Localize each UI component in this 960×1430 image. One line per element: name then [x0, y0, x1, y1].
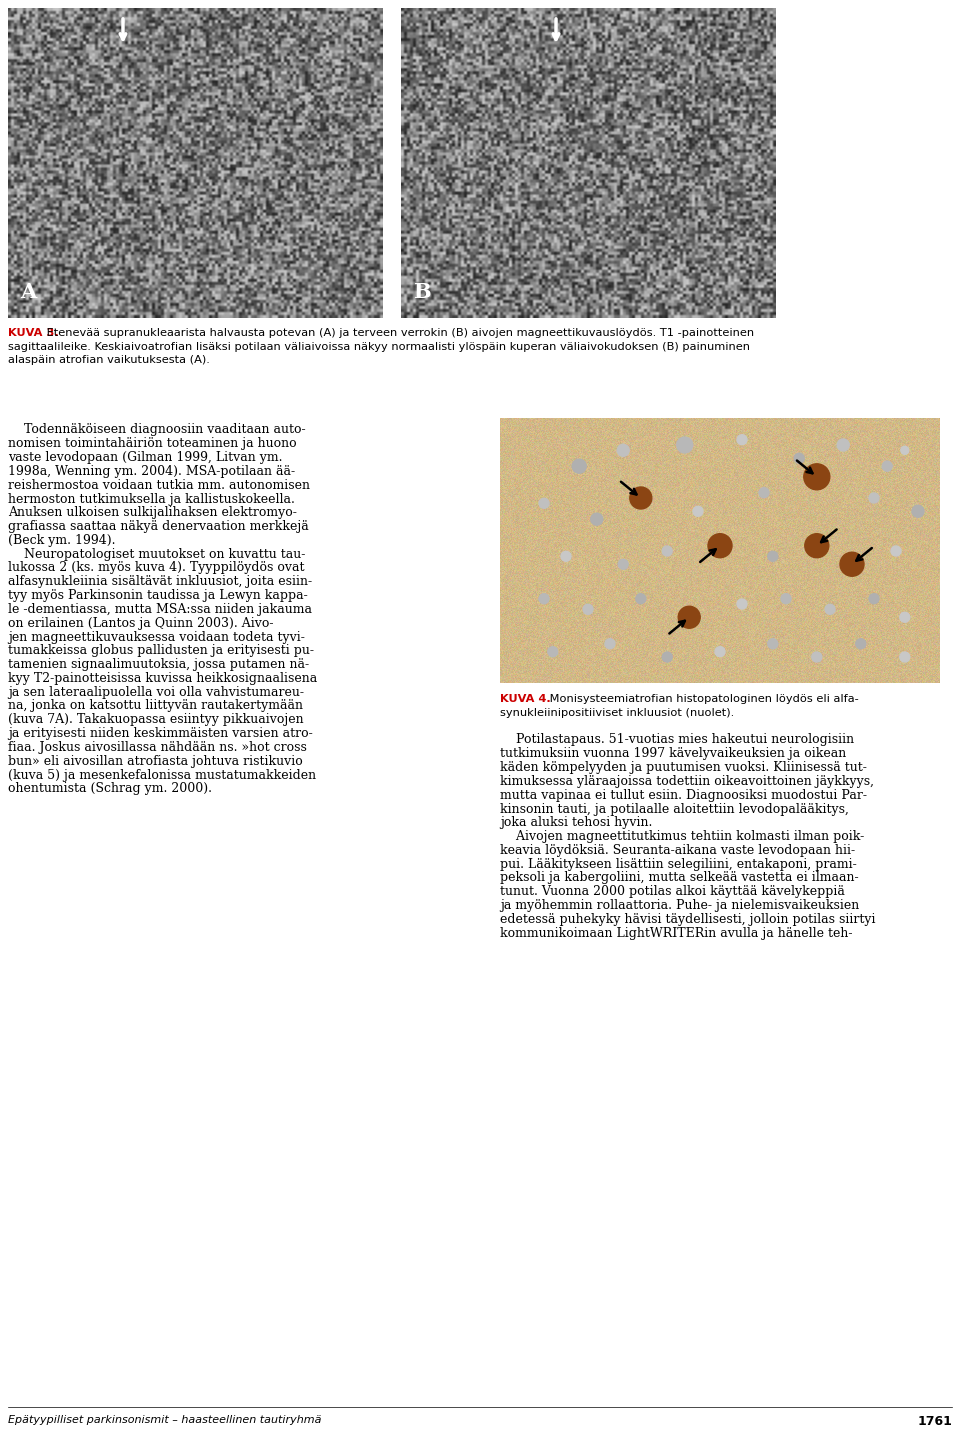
- Text: Potilastapaus. 51-vuotias mies hakeutui neurologisiin: Potilastapaus. 51-vuotias mies hakeutui …: [500, 734, 854, 746]
- Circle shape: [605, 639, 615, 649]
- Text: mutta vapinaa ei tullut esiin. Diagnoosiksi muodostui Par-: mutta vapinaa ei tullut esiin. Diagnoosi…: [500, 789, 867, 802]
- Circle shape: [590, 513, 603, 525]
- Circle shape: [882, 462, 892, 472]
- Text: edetessä puhekyky hävisi täydellisesti, jolloin potilas siirtyi: edetessä puhekyky hävisi täydellisesti, …: [500, 912, 876, 925]
- Circle shape: [539, 593, 549, 603]
- Text: Todennäköiseen diagnoosiin vaaditaan auto-: Todennäköiseen diagnoosiin vaaditaan aut…: [8, 423, 305, 436]
- Text: kyy T2-painotteisissa kuvissa heikkosignaalisena: kyy T2-painotteisissa kuvissa heikkosign…: [8, 672, 317, 685]
- Text: (kuva 7A). Takakuopassa esiintyy pikkuaivojen: (kuva 7A). Takakuopassa esiintyy pikkuai…: [8, 714, 303, 726]
- Text: 1761: 1761: [917, 1416, 952, 1429]
- Text: ja myöhemmin rollaattoria. Puhe- ja nielemisvaikeuksien: ja myöhemmin rollaattoria. Puhe- ja niel…: [500, 899, 859, 912]
- Text: peksoli ja kabergoliini, mutta selkeää vastetta ei ilmaan-: peksoli ja kabergoliini, mutta selkeää v…: [500, 871, 858, 885]
- Circle shape: [617, 445, 629, 456]
- Text: nomisen toimintahäiriön toteaminen ja huono: nomisen toimintahäiriön toteaminen ja hu…: [8, 438, 297, 450]
- Circle shape: [837, 439, 850, 450]
- Circle shape: [804, 463, 829, 490]
- Text: alaspäin atrofian vaikutuksesta (A).: alaspäin atrofian vaikutuksesta (A).: [8, 355, 210, 365]
- Circle shape: [693, 506, 703, 516]
- Circle shape: [677, 438, 693, 453]
- Circle shape: [768, 552, 778, 562]
- Circle shape: [572, 459, 587, 473]
- Text: B: B: [413, 282, 431, 302]
- Text: (kuva 5) ja mesenkefalonissa mustatumakkeiden: (kuva 5) ja mesenkefalonissa mustatumakk…: [8, 768, 316, 782]
- Circle shape: [539, 498, 549, 508]
- Circle shape: [583, 605, 593, 615]
- Text: ja erityisesti niiden keskimmäisten varsien atro-: ja erityisesti niiden keskimmäisten vars…: [8, 726, 313, 741]
- Text: reishermostoa voidaan tutkia mm. autonomisen: reishermostoa voidaan tutkia mm. autonom…: [8, 479, 310, 492]
- Circle shape: [548, 646, 558, 656]
- Circle shape: [812, 652, 822, 662]
- Text: (Beck ym. 1994).: (Beck ym. 1994).: [8, 533, 115, 546]
- Text: alfasynukleiinia sisältävät inkluusiot, joita esiin-: alfasynukleiinia sisältävät inkluusiot, …: [8, 575, 312, 588]
- Text: lukossa 2 (ks. myös kuva 4). Tyyppilöydös ovat: lukossa 2 (ks. myös kuva 4). Tyyppilöydö…: [8, 562, 304, 575]
- Circle shape: [855, 639, 866, 649]
- Text: keavia löydöksiä. Seuranta-aikana vaste levodopaan hii-: keavia löydöksiä. Seuranta-aikana vaste …: [500, 844, 855, 857]
- Text: tunut. Vuonna 2000 potilas alkoi käyttää kävelykeppiä: tunut. Vuonna 2000 potilas alkoi käyttää…: [500, 885, 845, 898]
- Circle shape: [912, 505, 924, 518]
- Text: jen magneettikuvauksessa voidaan todeta tyvi-: jen magneettikuvauksessa voidaan todeta …: [8, 631, 305, 644]
- Text: Epätyypilliset parkinsonismit – haasteellinen tautiryhmä: Epätyypilliset parkinsonismit – haasteel…: [8, 1416, 322, 1426]
- Text: on erilainen (Lantos ja Quinn 2003). Aivo-: on erilainen (Lantos ja Quinn 2003). Aiv…: [8, 616, 274, 629]
- Circle shape: [715, 646, 725, 656]
- Circle shape: [561, 552, 571, 562]
- Text: bun» eli aivosillan atrofiasta johtuva ristikuvio: bun» eli aivosillan atrofiasta johtuva r…: [8, 755, 302, 768]
- Circle shape: [900, 446, 909, 455]
- Circle shape: [794, 453, 804, 463]
- Circle shape: [618, 559, 628, 569]
- Circle shape: [804, 533, 828, 558]
- Circle shape: [891, 546, 901, 556]
- Text: Aivojen magneettitutkimus tehtiin kolmasti ilman poik-: Aivojen magneettitutkimus tehtiin kolmas…: [500, 829, 864, 844]
- Text: käden kömpelyyden ja puutumisen vuoksi. Kliinisessä tut-: käden kömpelyyden ja puutumisen vuoksi. …: [500, 761, 867, 774]
- Text: Etenevää supranukleaarista halvausta potevan (A) ja terveen verrokin (B) aivojen: Etenevää supranukleaarista halvausta pot…: [43, 327, 755, 337]
- Text: kimuksessa yläraajoissa todettiin oikeavoittoinen jäykkyys,: kimuksessa yläraajoissa todettiin oikeav…: [500, 775, 874, 788]
- Text: joka aluksi tehosi hyvin.: joka aluksi tehosi hyvin.: [500, 817, 653, 829]
- Text: tumakkeissa globus pallidusten ja erityisesti pu-: tumakkeissa globus pallidusten ja erityi…: [8, 645, 314, 658]
- Circle shape: [840, 552, 864, 576]
- Text: kommunikoimaan LightWRITERin avulla ja hänelle teh-: kommunikoimaan LightWRITERin avulla ja h…: [500, 927, 852, 940]
- Circle shape: [825, 605, 835, 615]
- Text: Neuropatologiset muutokset on kuvattu tau-: Neuropatologiset muutokset on kuvattu ta…: [8, 548, 305, 561]
- Circle shape: [900, 612, 910, 622]
- Text: kinsonin tauti, ja potilaalle aloitettiin levodopalääkitys,: kinsonin tauti, ja potilaalle aloitettii…: [500, 802, 849, 815]
- Text: KUVA 3.: KUVA 3.: [8, 327, 59, 337]
- Circle shape: [869, 493, 879, 503]
- Text: grafiassa saattaa näkyä denervaation merkkejä: grafiassa saattaa näkyä denervaation mer…: [8, 521, 309, 533]
- Text: ja sen lateraalipuolella voi olla vahvistumareu-: ja sen lateraalipuolella voi olla vahvis…: [8, 686, 304, 699]
- Circle shape: [662, 652, 672, 662]
- Circle shape: [737, 599, 747, 609]
- Text: le -dementiassa, mutta MSA:ssa niiden jakauma: le -dementiassa, mutta MSA:ssa niiden ja…: [8, 603, 312, 616]
- Text: A: A: [20, 282, 36, 302]
- Text: tamenien signaalimuutoksia, jossa putamen nä-: tamenien signaalimuutoksia, jossa putame…: [8, 658, 309, 671]
- Text: pui. Lääkitykseen lisättiin selegiliini, entakaponi, prami-: pui. Lääkitykseen lisättiin selegiliini,…: [500, 858, 856, 871]
- Text: sagittaalileike. Keskiaivoatrofian lisäksi potilaan väliaivoissa näkyy normaalis: sagittaalileike. Keskiaivoatrofian lisäk…: [8, 342, 750, 352]
- Circle shape: [630, 488, 652, 509]
- Circle shape: [678, 606, 700, 628]
- Circle shape: [768, 639, 778, 649]
- Text: tutkimuksiin vuonna 1997 kävelyvaikeuksien ja oikean: tutkimuksiin vuonna 1997 kävelyvaikeuksi…: [500, 748, 847, 761]
- Circle shape: [759, 488, 769, 498]
- Circle shape: [708, 533, 732, 558]
- Text: Monisysteemiatrofian histopatologinen löydös eli alfa-: Monisysteemiatrofian histopatologinen lö…: [546, 694, 859, 704]
- Text: hermoston tutkimuksella ja kallistuskokeella.: hermoston tutkimuksella ja kallistuskoke…: [8, 492, 295, 505]
- Text: 1998a, Wenning ym. 2004). MSA-potilaan ää-: 1998a, Wenning ym. 2004). MSA-potilaan ä…: [8, 465, 295, 478]
- Text: tyy myös Parkinsonin taudissa ja Lewyn kappa-: tyy myös Parkinsonin taudissa ja Lewyn k…: [8, 589, 308, 602]
- Text: ohentumista (Schrag ym. 2000).: ohentumista (Schrag ym. 2000).: [8, 782, 212, 795]
- Text: KUVA 4.: KUVA 4.: [500, 694, 551, 704]
- Circle shape: [662, 546, 672, 556]
- Circle shape: [781, 593, 791, 603]
- Circle shape: [869, 593, 879, 603]
- Text: na, jonka on katsottu liittyvän rautakertymään: na, jonka on katsottu liittyvän rautaker…: [8, 699, 303, 712]
- Circle shape: [737, 435, 747, 445]
- Text: vaste levodopaan (Gilman 1999, Litvan ym.: vaste levodopaan (Gilman 1999, Litvan ym…: [8, 450, 282, 465]
- Circle shape: [636, 593, 646, 603]
- Text: synukleiinipositiiviset inkluusiot (nuolet).: synukleiinipositiiviset inkluusiot (nuol…: [500, 708, 734, 718]
- Text: fiaa. Joskus aivosillassa nähdään ns. »hot cross: fiaa. Joskus aivosillassa nähdään ns. »h…: [8, 741, 307, 754]
- Text: Anuksen ulkoisen sulkijalihaksen elektromyo-: Anuksen ulkoisen sulkijalihaksen elektro…: [8, 506, 297, 519]
- Circle shape: [900, 652, 910, 662]
